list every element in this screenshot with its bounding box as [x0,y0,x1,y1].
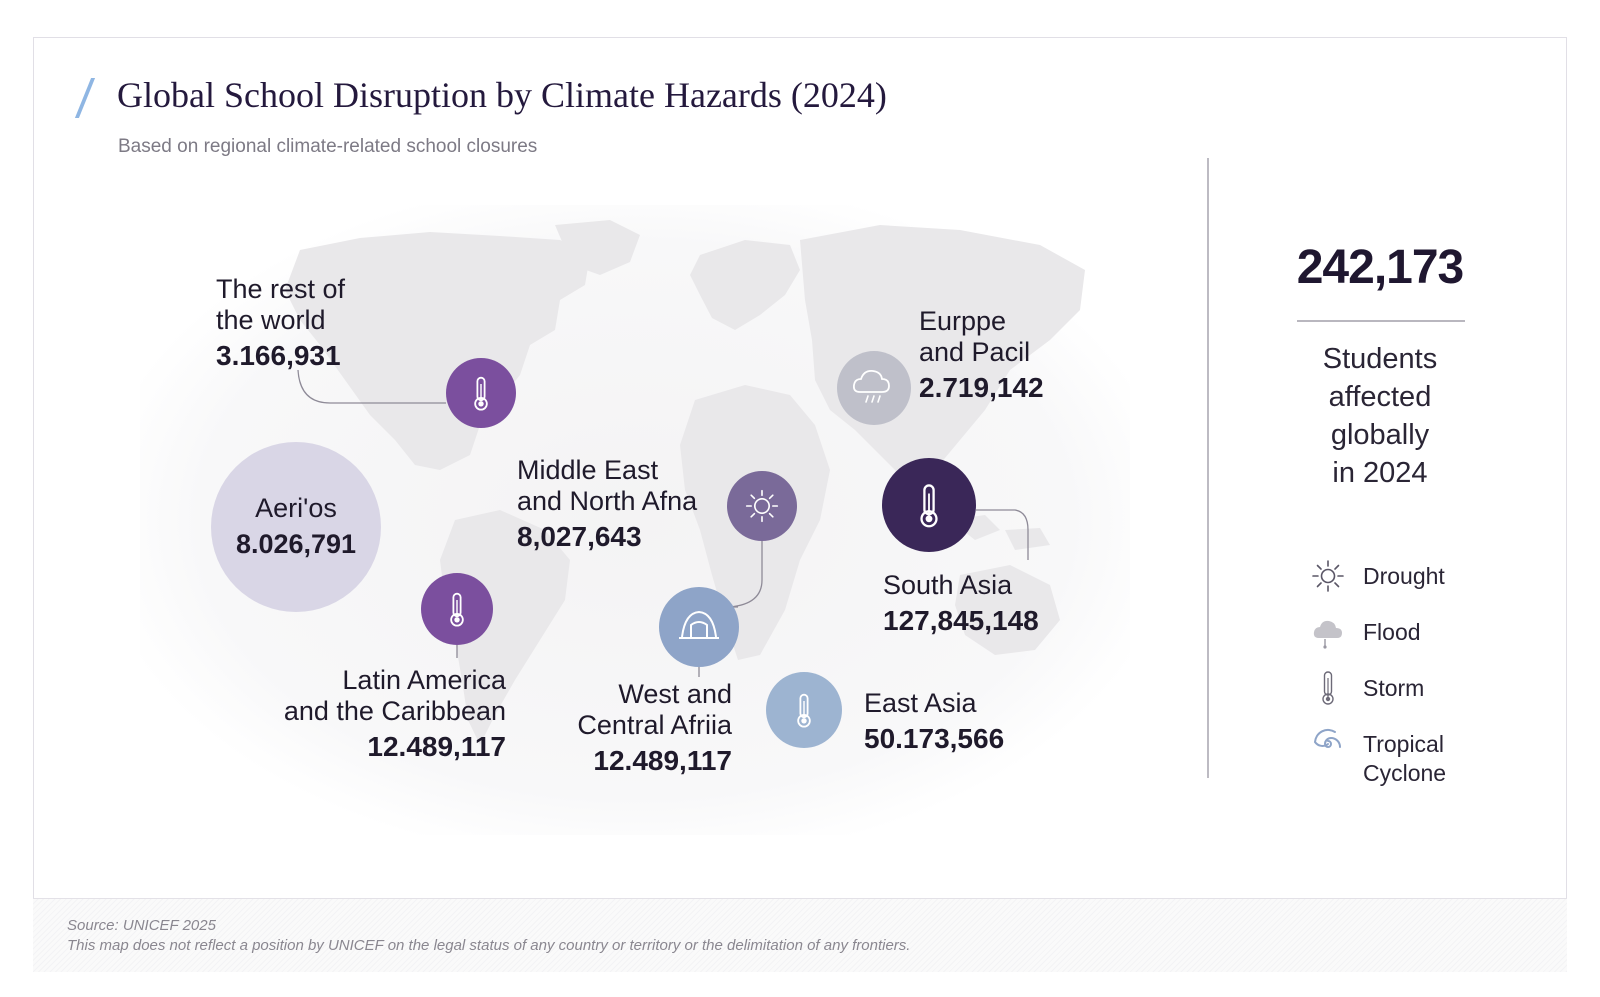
legend-item-storm: Storm [1310,670,1500,726]
vertical-divider [1207,158,1209,778]
legend-label: Drought [1363,563,1445,589]
region-name-label: Latin America [342,665,507,695]
region-name-label: South Asia [883,570,1013,600]
hazard-legend: Drought Flood Storm Tropical Cyclone [1310,558,1500,786]
source-note: Source: UNICEF 2025 [67,917,216,934]
region-name-label: Middle East [517,455,659,485]
disclaimer-note: This map does not reflect a position by … [67,937,911,954]
legend-label-line: Tropical [1363,731,1444,757]
region-name-label: and Pacil [919,337,1030,367]
legend-label: Flood [1363,619,1421,645]
region-name-label: West and [618,679,732,709]
total-students-value: 242,173 [1296,241,1465,294]
thermometer-icon [1322,671,1334,705]
total-underline [1297,320,1465,322]
region-name-label: The rest of [216,274,346,304]
legend-item-flood: Flood [1310,614,1500,670]
thermometer-icon [797,693,811,728]
legend-label: Tropical Cyclone [1363,730,1493,788]
region-value-label: 12.489,117 [367,731,506,762]
region-name-label: Aeri'os [255,493,337,523]
legend-item-cyclone: Tropical Cyclone [1310,726,1500,786]
connector-line [976,509,1029,560]
region-bubble [837,351,911,425]
region-value-label: 2.719,142 [919,372,1044,403]
region-bubble [659,587,739,667]
legend-item-drought: Drought [1310,558,1500,614]
sun-icon [745,489,779,523]
footer: Source: UNICEF 2025 This map does not re… [33,898,1567,972]
thermometer-icon [450,592,464,627]
region-value-label: 12.489,117 [593,745,732,776]
cyclone-icon [1313,729,1341,748]
region-name-label: East Asia [864,688,978,718]
thermometer-icon [474,376,488,411]
legend-label-line: Cyclone [1363,760,1447,786]
region-bubble [727,471,797,541]
total-label-line: in 2024 [1332,457,1428,489]
region-value-label: 8.026,791 [236,529,356,559]
cloud-icon [1313,620,1342,649]
region-value-label: 127,845,148 [883,605,1039,636]
region-value-label: 50.173,566 [864,723,1004,754]
region-value-label: 8,027,643 [517,521,642,552]
total-label-line: affected [1328,381,1432,413]
sun-icon [1312,560,1344,592]
total-label-line: Students [1322,343,1438,375]
shelter-icon [679,610,719,639]
region-name-label: and North Afna [517,486,698,516]
thermometer-icon [920,484,938,528]
total-label-line: globally [1330,419,1430,451]
region-name-label: Eurppe [919,306,1006,336]
region-name-label: the world [216,305,326,335]
region-name-label: Central Afriia [577,710,733,740]
region-name-label: and the Caribbean [284,696,506,726]
cloud-icon [852,370,890,403]
legend-label: Storm [1363,675,1425,701]
chart-title: Global School Disruption by Climate Haza… [117,75,887,115]
region-value-label: 3.166,931 [216,340,341,371]
chart-subtitle: Based on regional climate-related school… [118,136,538,157]
total-students-label: Students affected globally in 2024 [1290,340,1470,492]
region-bubble [211,442,381,612]
connector-line [297,369,446,404]
